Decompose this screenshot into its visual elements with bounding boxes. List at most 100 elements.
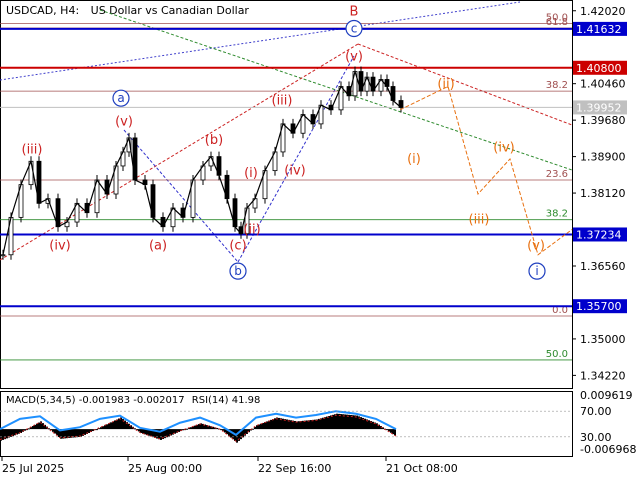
wave-label: (c) [229,238,246,253]
wave-label: (a) [149,238,167,253]
macd-bar [162,429,164,440]
macd-bar [194,425,196,430]
macd-bar [370,421,372,430]
macd-bar [356,415,358,430]
macd-bar [62,429,64,439]
macd-bar [202,423,204,430]
macd-bar [136,429,138,431]
macd-bar [304,420,306,430]
fib-level-label: 38.2 [546,80,568,91]
macd-bar [90,429,92,433]
macd-bar [142,429,144,434]
macd-bar [226,429,228,435]
macd-bar [74,429,76,438]
macd-bar [2,429,4,440]
macd-bar [176,429,178,433]
time-axis-label: 21 Oct 08:00 [386,462,458,475]
fib-level-label: 50.0 [546,12,568,23]
macd-bar [150,429,152,437]
macd-bar [154,429,156,438]
rsi-readout: RSI(14) 41.98 [191,395,261,406]
indicator-axis-label: 30.00 [580,431,612,444]
macd-bar [122,419,124,430]
price-plot-frame [0,0,573,389]
macd-bar [266,421,268,430]
macd-bar [228,429,230,436]
macd-bar [44,424,46,430]
macd-bar [34,424,36,430]
macd-bar [392,429,394,435]
wave-label: (b) [205,133,223,148]
macd-bar [84,429,86,435]
macd-bar [220,429,222,431]
macd-bar [312,419,314,430]
macd-bar [118,418,120,430]
macd-bar [88,429,90,433]
price-level-label: 1.35700 [576,300,622,313]
wave-label: b [234,264,242,278]
time-axis-label: 25 Jul 2025 [2,462,64,475]
indicator-plot-frame [0,391,573,457]
macd-bar [108,423,110,430]
macd-bar [124,420,126,430]
time-axis-label: 25 Aug 00:00 [128,462,202,475]
macd-bar [350,415,352,430]
macd-bar [256,425,258,430]
chart-title: USDCAD, H4: US Dollar vs Canadian Dollar [6,4,257,17]
macd-bar [230,429,232,438]
macd-bar [96,429,98,431]
macd-bar [188,427,190,430]
price-axis-label: 1.36560 [580,260,626,273]
macd-bar [296,421,298,430]
macd-bar [342,414,344,430]
price-axis-label: 1.38900 [580,151,626,164]
green-trend-line [99,9,573,171]
wave-circle [528,262,546,280]
red-channel-line [357,43,573,126]
macd-bar [4,429,6,440]
macd-bar [374,422,376,430]
macd-bar [170,429,172,436]
macd-bar [258,424,260,430]
wave-b-c-line [237,55,355,263]
macd-bar [272,419,274,430]
macd-bar [298,421,300,430]
macd-bar [286,419,288,430]
wave-label: (iii) [469,213,490,228]
macd-bar [30,427,32,430]
macd-bar [80,429,82,437]
macd-bar [340,414,342,430]
wave-label: (ii) [243,223,260,238]
macd-bar [10,429,12,437]
macd-signal-line [0,414,397,442]
macd-bar [246,429,248,434]
macd-bar [268,420,270,430]
price-level-box [573,60,627,75]
macd-bar [324,417,326,430]
macd-bar [54,429,56,434]
macd-bar [28,428,30,430]
macd-bar [76,429,78,438]
wave-label: (v) [115,115,133,130]
macd-bar [134,428,136,430]
price-axis-label: 1.34220 [580,369,626,382]
macd-bar [348,414,350,430]
macd-bar [238,429,240,441]
macd-bar [78,429,80,438]
macd-bar [0,429,2,441]
macd-bar [114,420,116,430]
macd-bar [284,419,286,430]
macd-bar [6,429,8,439]
price-axis-label: 1.38120 [580,187,626,200]
macd-bar [38,422,40,430]
macd-bar [140,429,142,433]
price-level-label: 1.40800 [576,62,622,75]
macd-bar [56,429,58,436]
macd-bar [112,421,114,430]
macd-bar [196,424,198,430]
wave-label: (iv) [493,140,514,155]
wave-label: (i) [407,152,421,167]
price-level-label: 1.37234 [576,228,622,241]
macd-bar [354,415,356,430]
